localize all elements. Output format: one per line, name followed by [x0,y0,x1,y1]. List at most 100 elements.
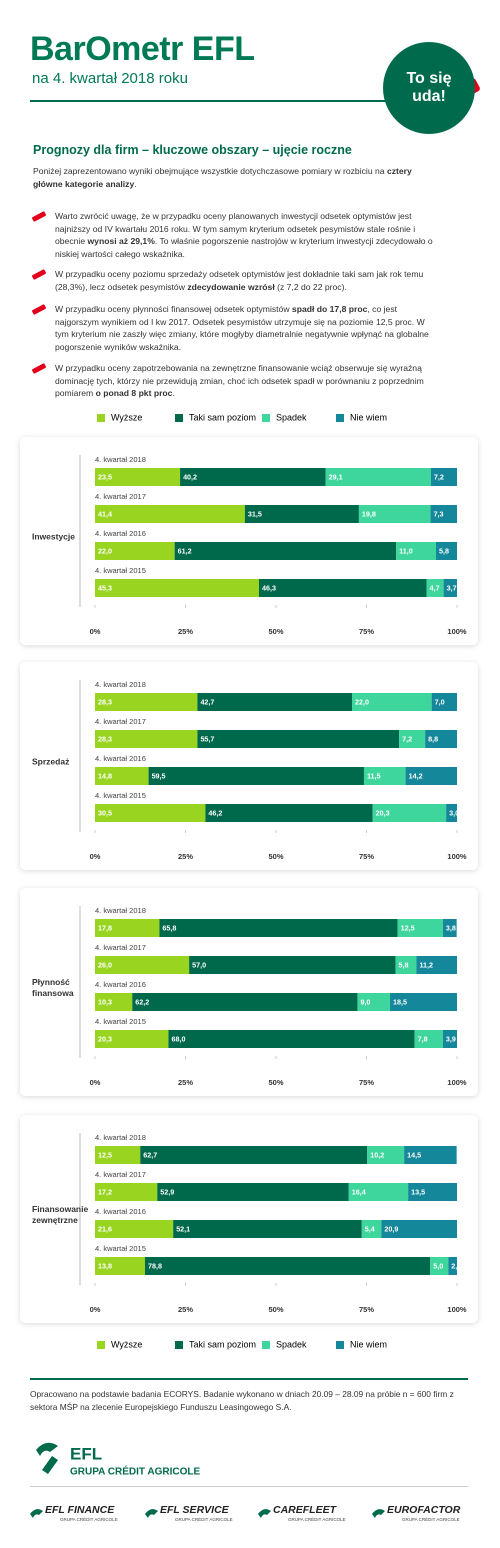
badge: To się uda! [383,42,475,134]
value-label: 5,4 [365,1224,375,1233]
brand-mark [145,1509,158,1518]
value-label: 21,6 [98,1224,112,1233]
bar-segment [144,1257,431,1275]
chart-label-line: Finansowanie [32,1204,88,1214]
value-label: 22,0 [355,697,369,706]
bar-segment [95,693,198,711]
bar-segment [95,1183,158,1201]
bullet-bold: wynosi aż 29,1% [87,236,155,246]
x-tick-label: 25% [178,852,193,861]
bar-segment [244,505,359,523]
value-label: 65,8 [162,923,176,932]
bar-segment [157,1183,349,1201]
legend-swatch [262,414,270,422]
value-label: 3,0 [449,808,459,817]
bullet-after: . [172,388,175,398]
bar-segment [448,1257,457,1275]
value-label: 62,2 [135,997,149,1006]
bullet-text: W przypadku oceny poziomu sprzedaży odse… [55,269,424,292]
bar-segment [348,1183,409,1201]
bar-segment [430,505,457,523]
value-label: 14,2 [409,771,423,780]
bar-segment [189,956,396,974]
divider [30,1378,468,1380]
chart-label-line: Płynność [32,977,70,987]
bar-segment [140,1146,368,1164]
x-tick-label: 75% [359,1305,374,1314]
value-label: 41,4 [98,509,112,518]
legend-label: Taki sam poziom [189,1339,256,1349]
brand-group: GRUPA CRÉDIT AGRICOLE [175,1516,233,1522]
x-tick-label: 0% [90,1078,101,1087]
value-label: 13,5 [411,1187,425,1196]
category-label: 4. kwartał 2016 [95,754,146,763]
bar-segment [95,730,198,748]
brand-name: CAREFLEET [273,1504,338,1516]
bar-segment [95,1220,174,1238]
bar-segment [197,730,400,748]
value-label: 59,5 [152,771,166,780]
value-label: 12,5 [401,923,415,932]
bullet: W przypadku oceny płynności finansowej o… [55,303,435,353]
bar-segment [416,956,457,974]
category-label: 4. kwartał 2018 [95,455,146,464]
bullet-text: Warto zwrócić uwagę, że w przypadku ocen… [55,211,416,246]
value-label: 3,8 [446,923,456,932]
bar-segment [148,767,364,785]
x-tick-label: 100% [447,852,467,861]
chart-label: Finansowanie zewnętrzne [32,1204,88,1225]
x-tick-label: 25% [178,1078,193,1087]
footer-logo-group: GRUPA CRÉDIT AGRICOLE [70,1465,201,1478]
value-label: 3,9 [446,1034,456,1043]
bar-segment [205,804,373,822]
x-tick-label: 0% [90,1305,101,1314]
value-label: 8,8 [428,734,438,743]
value-label: 28,3 [98,734,112,743]
value-label: 57,0 [192,960,206,969]
footer-logo: EFL [70,1444,102,1463]
intro-text: Poniżej zaprezentowano wyniki obejmujące… [33,166,387,176]
logo-mark [36,1442,58,1474]
bullet-bold: o ponad 8 pkt proc [95,388,173,398]
divider [30,1486,468,1487]
bar-segment [95,468,181,486]
bar-segment [132,993,358,1011]
legend-swatch [175,1341,183,1349]
bullet-bold: spadł do 17,8 proc [291,304,368,314]
value-label: 42,7 [200,697,214,706]
legend-swatch [175,414,183,422]
value-label: 52,9 [160,1187,174,1196]
value-label: 7,3 [434,509,444,518]
bar-segment [95,1146,141,1164]
bar-segment [180,468,326,486]
chart-label: Sprzedaż [32,756,69,766]
value-label: 5,0 [433,1261,443,1270]
bar-segment [381,1220,457,1238]
category-label: 4. kwartał 2018 [95,1133,146,1142]
category-label: 4. kwartał 2017 [95,1170,146,1179]
value-label: 5,8 [398,960,408,969]
value-label: 12,5 [98,1150,112,1159]
bar-segment [372,804,447,822]
value-label: 11,0 [399,546,413,555]
value-label: 28,3 [98,697,112,706]
bar-segment [95,767,149,785]
subtitle: na 4. kwartał 2018 roku [32,70,188,87]
value-label: 20,3 [376,808,390,817]
value-label: 9,0 [360,997,370,1006]
value-label: 23,5 [98,472,112,481]
brand-name: EUROFACTOR [387,1504,461,1516]
bar-segment [404,1146,457,1164]
category-label: 4. kwartał 2016 [95,529,146,538]
bar-segment [363,767,406,785]
legend-swatch [336,414,344,422]
brand-group: GRUPA CRÉDIT AGRICOLE [288,1516,346,1522]
bar-segment [443,579,457,597]
bar-segment [159,919,398,937]
bar-segment [367,1146,405,1164]
category-label: 4. kwartał 2015 [95,566,146,575]
value-label: 55,7 [200,734,214,743]
category-label: 4. kwartał 2017 [95,943,146,952]
legend-label: Wyższe [111,412,142,422]
x-tick-label: 75% [359,627,374,636]
